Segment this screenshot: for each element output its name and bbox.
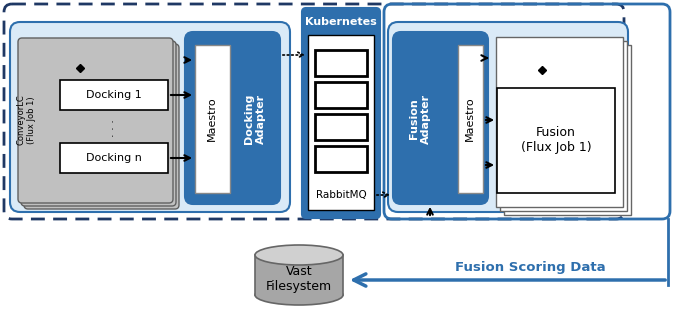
- FancyBboxPatch shape: [393, 32, 488, 204]
- FancyBboxPatch shape: [10, 22, 290, 212]
- FancyBboxPatch shape: [24, 44, 179, 209]
- Bar: [315, 146, 367, 172]
- Bar: [60, 80, 168, 110]
- Bar: [60, 143, 168, 173]
- Text: Docking 1: Docking 1: [86, 90, 142, 100]
- Bar: [195, 45, 230, 193]
- FancyBboxPatch shape: [185, 32, 280, 204]
- Text: Fusion
Adapter: Fusion Adapter: [409, 94, 431, 144]
- Text: Vast
Filesystem: Vast Filesystem: [266, 265, 332, 293]
- Bar: [458, 45, 483, 193]
- Text: Kubernetes: Kubernetes: [305, 17, 377, 27]
- Text: ConveyorLC
(Flux Job 1): ConveyorLC (Flux Job 1): [16, 95, 36, 145]
- Bar: [255, 255, 343, 295]
- Text: · · ·: · · ·: [109, 119, 119, 137]
- Bar: [315, 82, 367, 108]
- Bar: [497, 88, 615, 193]
- Text: Fusion Scoring Data: Fusion Scoring Data: [455, 261, 605, 274]
- Text: Fusion
(Flux Job 1): Fusion (Flux Job 1): [521, 126, 592, 154]
- Bar: [496, 37, 623, 207]
- Text: Maestro: Maestro: [465, 97, 475, 141]
- FancyBboxPatch shape: [388, 22, 628, 212]
- Text: Maestro: Maestro: [207, 97, 217, 141]
- Ellipse shape: [255, 285, 343, 305]
- Bar: [500, 41, 627, 211]
- Bar: [308, 35, 374, 210]
- Text: Docking n: Docking n: [86, 153, 142, 163]
- Bar: [315, 50, 367, 76]
- FancyBboxPatch shape: [302, 8, 380, 218]
- Text: RabbitMQ: RabbitMQ: [316, 190, 367, 200]
- FancyBboxPatch shape: [18, 38, 173, 203]
- FancyBboxPatch shape: [21, 41, 176, 206]
- Bar: [315, 114, 367, 140]
- Bar: [504, 45, 631, 215]
- Text: Docking
Adapter: Docking Adapter: [244, 94, 266, 144]
- Ellipse shape: [255, 245, 343, 265]
